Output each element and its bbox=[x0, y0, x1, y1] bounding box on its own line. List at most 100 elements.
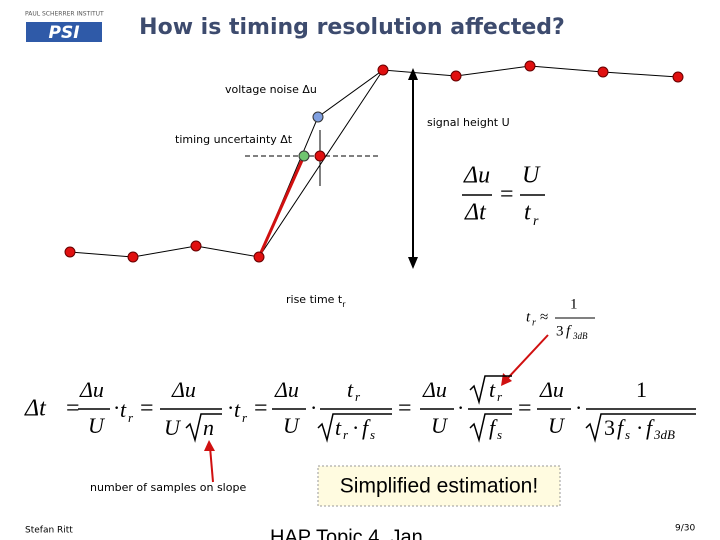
math-text: r bbox=[533, 214, 539, 229]
math-text: = bbox=[500, 182, 514, 208]
math-text: s bbox=[625, 427, 630, 442]
math-text: · bbox=[636, 415, 643, 440]
math-text: 3dB bbox=[572, 331, 588, 341]
math-text: t bbox=[120, 397, 127, 422]
math-text: f bbox=[489, 415, 498, 440]
samples-note: number of samples on slope bbox=[90, 481, 246, 494]
math-text: r bbox=[242, 410, 248, 425]
slope-highlight bbox=[257, 155, 306, 258]
approximation: t r ≈ 1 3 f 3dB bbox=[526, 296, 595, 341]
math-text: 1 bbox=[636, 377, 647, 402]
math-text: = bbox=[140, 396, 154, 422]
radical bbox=[469, 413, 512, 443]
sample-points bbox=[64, 60, 684, 263]
sample-point bbox=[377, 64, 389, 76]
math-text: t bbox=[489, 377, 496, 402]
sample-point bbox=[190, 240, 202, 252]
math-text: · bbox=[352, 415, 359, 440]
sample-point bbox=[524, 60, 536, 72]
math-text: f bbox=[566, 323, 572, 339]
slide-title: How is timing resolution affected? bbox=[139, 15, 565, 40]
math-text: Δu bbox=[171, 377, 196, 402]
math-text: = bbox=[398, 396, 412, 422]
math-text: f bbox=[362, 415, 371, 440]
math-text: f bbox=[617, 415, 626, 440]
crossing-point bbox=[298, 150, 310, 162]
footer-author: Stefan Ritt bbox=[25, 526, 73, 536]
arrow-head bbox=[408, 68, 418, 80]
sample-point bbox=[314, 150, 326, 162]
pointer-arrow bbox=[505, 334, 549, 381]
pointer-arrow bbox=[209, 446, 214, 483]
arrow-head bbox=[408, 257, 418, 269]
math-text: t bbox=[234, 397, 241, 422]
math-text: 3 bbox=[604, 415, 615, 440]
math-text: Δu bbox=[539, 377, 564, 402]
math-text: r bbox=[343, 427, 349, 442]
noise-point bbox=[312, 111, 324, 123]
math-text: = bbox=[66, 396, 80, 422]
math-text: U bbox=[88, 413, 106, 438]
math-text: 3 bbox=[556, 323, 564, 339]
math-text: · bbox=[457, 395, 464, 420]
math-text: U bbox=[522, 163, 541, 189]
equation: Δu Δt = U t r bbox=[462, 163, 545, 229]
label-timing-uncertainty: timing uncertainty Δt bbox=[175, 133, 293, 146]
math-text: 1 bbox=[570, 296, 578, 312]
math-text: r bbox=[532, 317, 536, 328]
derivation: Δt =ΔuU· t r =ΔuU n· t r =ΔuU·t rt r · f s=ΔuU·t rf s=Δ… bbox=[24, 377, 675, 442]
math-text: Δu bbox=[463, 163, 490, 189]
sample-point bbox=[127, 251, 139, 263]
text: rise time t bbox=[286, 293, 343, 306]
footer-event: HAP Topic 4, Jan. bbox=[270, 526, 428, 540]
math-text: · bbox=[113, 395, 120, 420]
logo-mark: PSI bbox=[48, 23, 79, 43]
math-text: Δu bbox=[422, 377, 447, 402]
math-text: t bbox=[524, 200, 532, 226]
radical bbox=[185, 413, 222, 443]
logo-text: PAUL SCHERRER INSTITUT bbox=[25, 11, 104, 18]
math-text: 3dB bbox=[653, 427, 675, 442]
highlight-box bbox=[317, 465, 561, 507]
math-text: = bbox=[254, 396, 268, 422]
math-text: Δu bbox=[79, 377, 104, 402]
math-text: · bbox=[310, 395, 317, 420]
radical bbox=[469, 375, 512, 405]
math-text: Δt bbox=[24, 396, 47, 422]
math-text: t bbox=[526, 309, 531, 325]
label-signal-height: signal height U bbox=[427, 116, 510, 129]
label-voltage-noise: voltage noise Δu bbox=[225, 83, 317, 96]
label-rise-time: rise time tr bbox=[286, 293, 346, 309]
math-text: · bbox=[575, 395, 582, 420]
sample-point bbox=[64, 246, 76, 258]
footer-page: 9/30 bbox=[675, 524, 695, 534]
math-text: U bbox=[164, 415, 182, 440]
sample-point bbox=[253, 251, 265, 263]
arrow-head bbox=[204, 440, 215, 451]
math-text: U bbox=[431, 413, 449, 438]
math-text: = bbox=[518, 396, 532, 422]
math-text: U bbox=[548, 413, 566, 438]
sample-point bbox=[450, 70, 462, 82]
math-text: · bbox=[227, 395, 234, 420]
math-text: n bbox=[203, 415, 214, 440]
logo-box bbox=[26, 22, 102, 42]
math-text: t bbox=[347, 377, 354, 402]
math-text: f bbox=[646, 415, 655, 440]
math-text: Δt bbox=[464, 200, 487, 226]
derivation-structure bbox=[78, 375, 696, 443]
math-text: r bbox=[128, 410, 134, 425]
radical bbox=[585, 413, 696, 443]
math-text: s bbox=[497, 427, 502, 442]
highlight-text: Simplified estimation! bbox=[340, 475, 538, 498]
math-text: U bbox=[283, 413, 301, 438]
subscript: r bbox=[342, 300, 346, 309]
math-text: r bbox=[355, 389, 361, 404]
sample-point bbox=[597, 66, 609, 78]
math-text: s bbox=[370, 427, 375, 442]
math-text: Δu bbox=[274, 377, 299, 402]
sample-point bbox=[672, 71, 684, 83]
math-text: t bbox=[335, 415, 342, 440]
